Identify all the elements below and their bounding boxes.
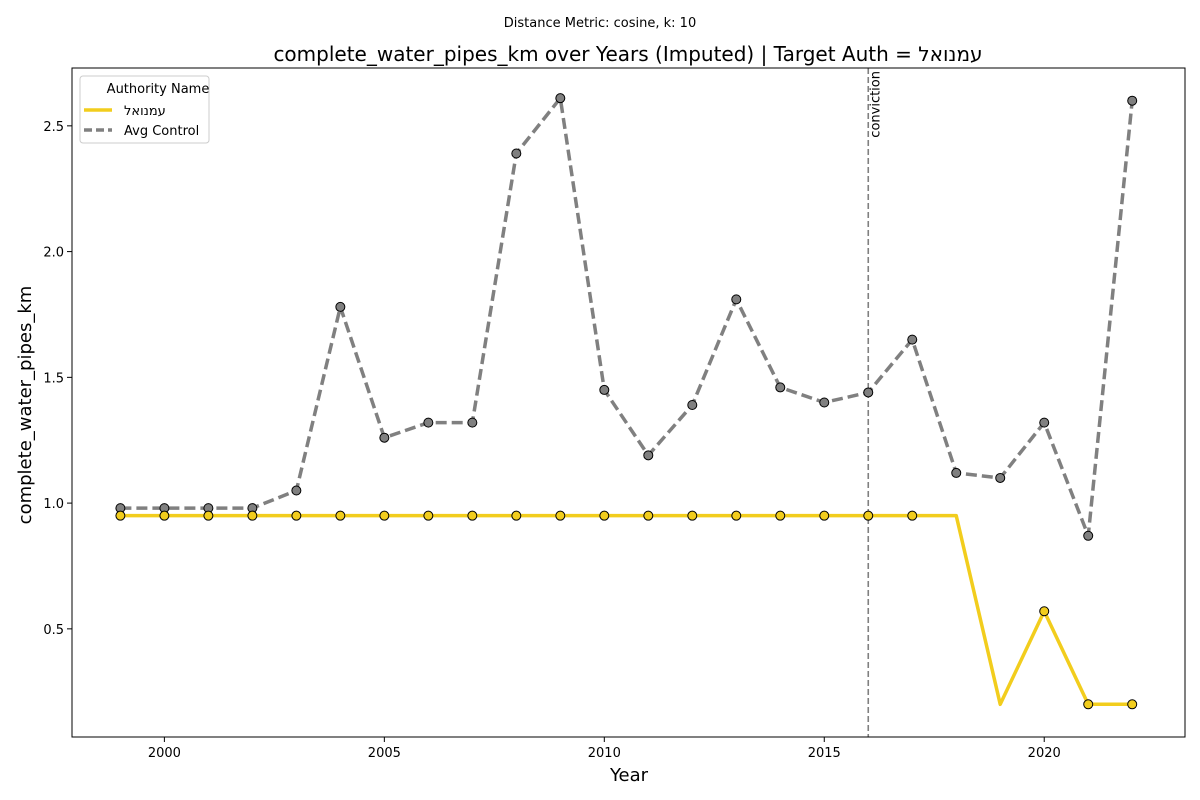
- data-point: [819, 510, 830, 521]
- data-point: [467, 510, 478, 521]
- series-line: [120, 96, 1134, 538]
- data-point: [1039, 606, 1050, 617]
- x-tick-label: 2015: [808, 746, 841, 761]
- legend-box: [79, 75, 210, 144]
- data-point: [731, 294, 742, 305]
- data-point: [291, 485, 302, 496]
- y-tick-label: 0.5: [43, 623, 64, 638]
- data-point: [599, 510, 610, 521]
- chart-suptitle: Distance Metric: cosine, k: 10: [504, 16, 696, 31]
- data-point: [775, 510, 786, 521]
- legend-label-series-2: Avg Control: [124, 124, 199, 139]
- y-tick-label: 1.0: [43, 497, 64, 512]
- data-point: [291, 510, 302, 521]
- data-point: [335, 510, 346, 521]
- plot-area: conviction: [115, 68, 1138, 737]
- data-point: [599, 384, 610, 395]
- data-point: [115, 510, 126, 521]
- conviction-label: conviction: [868, 71, 883, 138]
- legend-title: Authority Name: [107, 82, 210, 97]
- data-point: [511, 510, 522, 521]
- data-point: [775, 382, 786, 393]
- data-point: [907, 510, 918, 521]
- data-point: [203, 510, 214, 521]
- data-point: [1083, 699, 1094, 710]
- data-point: [247, 510, 258, 521]
- legend: Authority Name עמנואל Avg Control: [79, 75, 210, 144]
- data-point: [687, 510, 698, 521]
- data-point: [995, 472, 1006, 483]
- data-point: [643, 510, 654, 521]
- data-point: [379, 510, 390, 521]
- series-line: [120, 513, 1133, 707]
- data-point: [555, 93, 566, 104]
- data-point: [1127, 699, 1138, 710]
- y-axis-label: complete_water_pipes_km: [15, 286, 36, 525]
- y-tick-label: 2.5: [43, 120, 64, 135]
- data-point: [335, 301, 346, 312]
- data-point: [379, 432, 390, 443]
- data-point: [907, 334, 918, 345]
- data-point: [511, 148, 522, 159]
- series-2: [115, 93, 1138, 541]
- data-point: [951, 467, 962, 478]
- data-point: [555, 510, 566, 521]
- data-point: [819, 397, 830, 408]
- plot-frame: [71, 67, 1186, 738]
- y-tick-label: 2.0: [43, 246, 64, 261]
- data-point: [1083, 530, 1094, 541]
- data-point: [731, 510, 742, 521]
- legend-label-series-1: עמנואל: [124, 104, 166, 119]
- x-tick-label: 2010: [588, 746, 621, 761]
- data-point: [863, 387, 874, 398]
- data-point: [687, 400, 698, 411]
- data-point: [423, 417, 434, 428]
- series-1: [115, 510, 1138, 710]
- y-tick-label: 1.5: [43, 371, 64, 386]
- x-axis-label: Year: [609, 765, 649, 786]
- x-tick-label: 2000: [148, 746, 181, 761]
- data-point: [159, 510, 170, 521]
- data-point: [643, 450, 654, 461]
- data-point: [1039, 417, 1050, 428]
- data-point: [863, 510, 874, 521]
- data-point: [1127, 95, 1138, 106]
- x-tick-label: 2005: [368, 746, 401, 761]
- axis-ticks: 2000 2005 2010 2015 2020 0.5 1.0 1.5 2.0 2.5: [43, 120, 1060, 761]
- chart-title: complete_water_pipes_km over Years (Impu…: [273, 42, 982, 66]
- data-point: [467, 417, 478, 428]
- x-tick-label: 2020: [1028, 746, 1061, 761]
- data-point: [423, 510, 434, 521]
